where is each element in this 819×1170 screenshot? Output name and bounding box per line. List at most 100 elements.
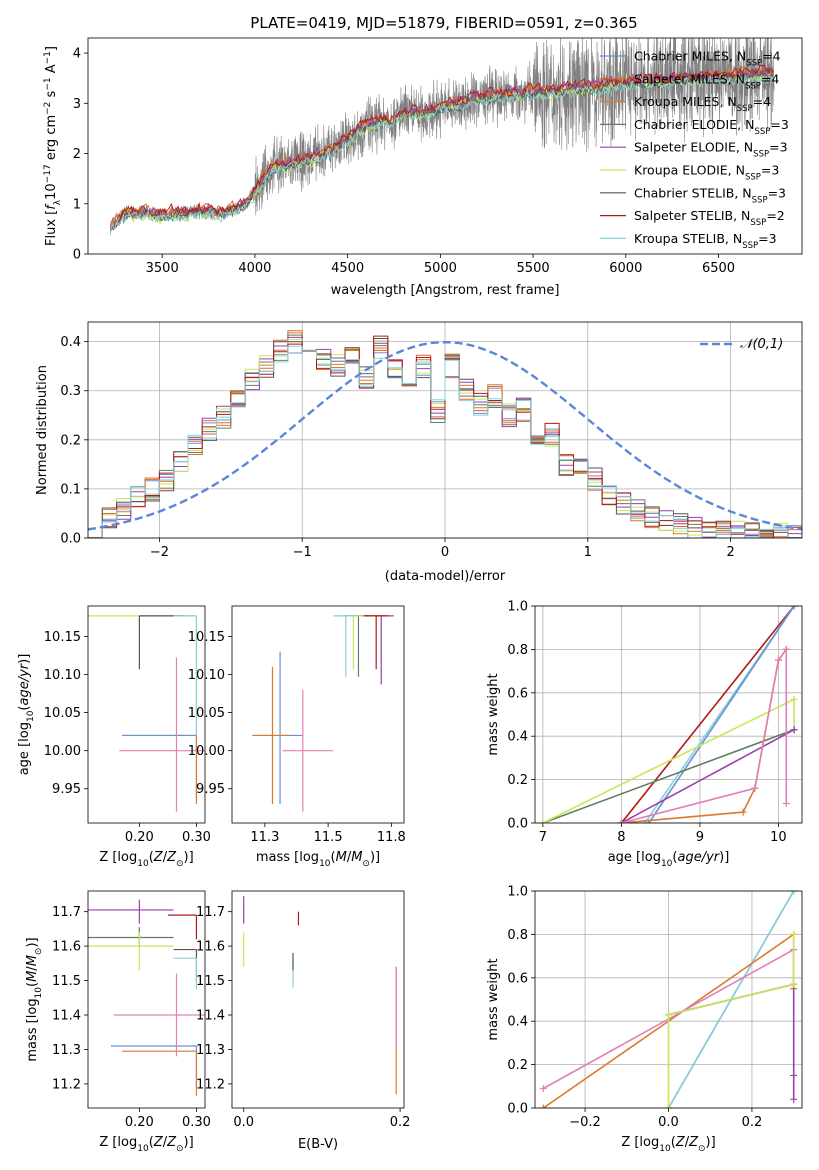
x-tick-label: 4500 (331, 261, 364, 276)
y-tick-label: 0.6 (507, 686, 528, 701)
error-bar-point (333, 615, 356, 677)
x-tick-label: 0 (441, 545, 449, 560)
mass-weight-marker (774, 656, 782, 664)
x-tick-label: 7 (539, 830, 547, 845)
x-tick-label: 11.3 (250, 830, 279, 845)
y-tick-label: 11.2 (196, 1077, 225, 1092)
residual-histogram (88, 345, 802, 538)
figure-title: PLATE=0419, MJD=51879, FIBERID=0591, z=0… (250, 14, 637, 32)
y-tick-label: 11.2 (52, 1077, 81, 1092)
x-tick-label: 0.30 (182, 830, 211, 845)
y-axis-label: age [log10(age/yr)] (17, 654, 36, 776)
y-tick-label: 0.8 (507, 643, 528, 658)
axes-frame (534, 605, 803, 824)
y-tick-label: 11.3 (196, 1043, 225, 1058)
error-bar-point (282, 689, 334, 812)
y-axis-label: mass [log10(M/M⊙)] (25, 937, 44, 1061)
x-tick-label: 5000 (424, 261, 457, 276)
y-tick-label: 0 (73, 248, 81, 263)
y-tick-label: 10.10 (188, 668, 225, 683)
axes-frame (534, 890, 803, 1109)
y-tick-label: 11.4 (52, 1009, 81, 1024)
error-bar-point (363, 615, 389, 670)
mass-weight-marker (790, 980, 798, 988)
x-tick-label: 3500 (146, 261, 179, 276)
y-axis-label: mass weight (486, 958, 501, 1040)
mass-weight-line (648, 606, 795, 823)
legend-entry: Chabrier MILES, NSSP=4 (634, 49, 781, 69)
legend-entry: 𝒩(0,1) (740, 337, 783, 352)
x-tick-label: 0.20 (125, 1115, 154, 1130)
y-tick-label: 0.0 (60, 532, 81, 547)
y-tick-label: 0.2 (507, 773, 528, 788)
y-tick-label: 11.3 (52, 1043, 81, 1058)
x-axis-label: Z [log10(Z/Z⊙)] (99, 850, 193, 869)
y-tick-label: 10.10 (44, 668, 81, 683)
y-tick-label: 10.00 (188, 744, 225, 759)
x-axis-label: age [log10(age/yr)] (608, 850, 730, 869)
y-tick-label: 1.0 (507, 885, 528, 900)
x-tick-label: 0.30 (182, 1115, 211, 1130)
y-tick-label: 10.00 (44, 744, 81, 759)
y-tick-label: 11.6 (52, 940, 81, 955)
mass_vs_age-axes: 11.3 11.5 11.8 9.95 10.00 10.05 10.10 10.15 (188, 630, 406, 845)
mass-weight-marker (617, 819, 625, 823)
y-tick-label: 10.05 (188, 706, 225, 721)
Z_vs_mass-axes: 0.20 0.30 11.2 11.3 11.4 11.5 11.6 11.7 (52, 905, 211, 1130)
mass-weight-line (542, 728, 795, 823)
y-tick-label: 0.4 (507, 730, 528, 745)
x-tick-label: 6000 (609, 261, 642, 276)
x-axis-label: E(B-V) (298, 1137, 338, 1152)
y-axis-label: mass weight (486, 673, 501, 755)
y-tick-label: 11.6 (196, 940, 225, 955)
y-tick-label: 11.5 (196, 974, 225, 989)
y-tick-label: 0.8 (507, 928, 528, 943)
mass-weight-marker (539, 819, 547, 823)
legend-entry: Chabrier ELODIE, NSSP=3 (634, 117, 789, 137)
mass-weight-marker (539, 1084, 547, 1092)
y-tick-label: 10.15 (188, 630, 225, 645)
mass-weight-line (667, 934, 795, 1108)
y-tick-label: 0.3 (60, 384, 81, 399)
x-axis-label: Z [log10(Z/Z⊙)] (99, 1135, 193, 1154)
mass-weight-marker (790, 930, 798, 938)
x-tick-label: 1 (584, 545, 592, 560)
mass-weight-marker (790, 726, 798, 734)
legend-entry: Salpeter MILES, NSSP=4 (634, 71, 779, 91)
ebv_vs_mass-axes: 0.0 0.2 11.2 11.3 11.4 11.5 11.6 11.7 (196, 905, 410, 1130)
x-axis-label: Z [log10(Z/Z⊙)] (621, 1135, 715, 1154)
mass-weight-series (617, 645, 790, 823)
x-tick-label: 0.0 (233, 1115, 254, 1130)
mass-weight-marker (790, 1095, 798, 1103)
y-tick-label: 2 (73, 147, 81, 162)
y-axis-label: Flux [fλ10−17 erg cm−2 s−1 A−1] (43, 46, 63, 246)
y-tick-label: 0.2 (60, 433, 81, 448)
y-tick-label: 10.15 (44, 630, 81, 645)
legend-entry: Chabrier STELIB, NSSP=3 (634, 185, 786, 205)
y-tick-label: 0.0 (507, 1102, 528, 1117)
x-tick-label: 0.20 (125, 830, 154, 845)
error-bar-point (113, 973, 205, 1057)
x-tick-label: 0.2 (390, 1115, 411, 1130)
legend-entry: Kroupa STELIB, NSSP=3 (634, 231, 777, 251)
y-tick-label: 9.95 (196, 782, 225, 797)
legend-entry: Kroupa MILES, NSSP=4 (634, 94, 771, 114)
x-tick-label: 6500 (702, 261, 735, 276)
y-tick-label: 0.6 (507, 971, 528, 986)
x-tick-label: 11.5 (314, 830, 343, 845)
error-bar-point (173, 957, 198, 990)
axes-frame (87, 37, 803, 255)
spectrum-axes: 3500 4000 4500 5000 5500 6000 6500 0 1 2 3 4 (73, 47, 735, 276)
y-tick-label: 0.2 (507, 1058, 528, 1073)
spectrum-model-line (109, 74, 774, 234)
y-axis-label: Normed distribution (35, 365, 50, 495)
axes-frame (87, 890, 206, 1109)
x-tick-label: −2 (150, 545, 169, 560)
mass-weight-marker (665, 1104, 672, 1108)
y-tick-label: 11.7 (196, 905, 225, 920)
x-tick-label: 0.2 (742, 1115, 763, 1130)
y-tick-label: 1.0 (507, 600, 528, 615)
mass-weight-marker (790, 695, 798, 703)
legend-entry: Salpeter ELODIE, NSSP=3 (634, 140, 788, 160)
x-tick-label: 11.8 (377, 830, 406, 845)
